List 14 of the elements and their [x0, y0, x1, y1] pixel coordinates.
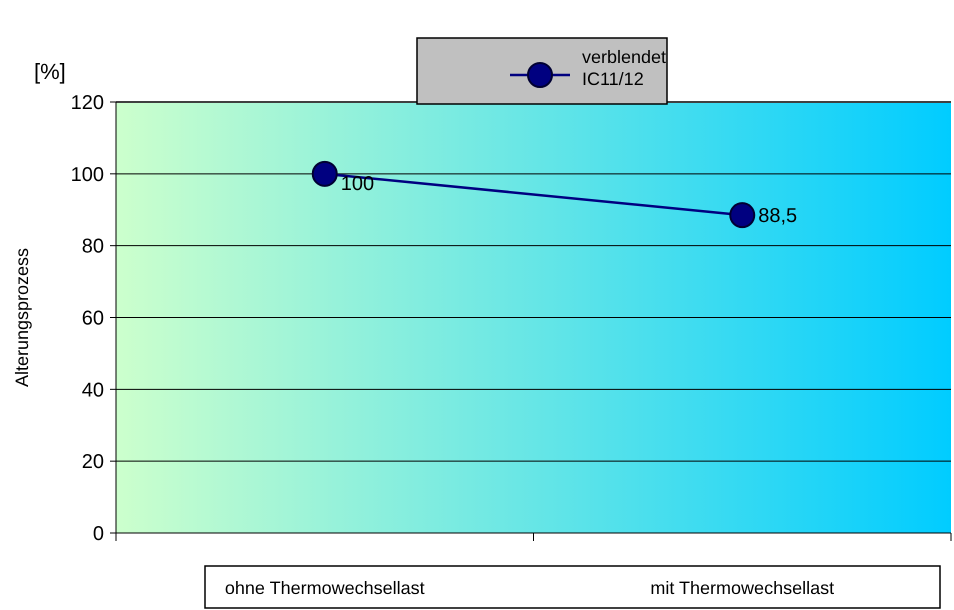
y-tick-label: 80 [82, 236, 104, 258]
y-tick-label: 40 [82, 379, 104, 402]
data-label: 100 [340, 172, 374, 195]
x-tick-label: ohne Thermowechsellast [224, 578, 425, 598]
x-tick-label: mit Thermowechsellast [650, 578, 834, 598]
y-tick-label: 60 [82, 308, 104, 330]
y-tick-label: 120 [70, 92, 104, 114]
y-axis-title: Alterungsprozess [12, 248, 32, 388]
y-tick-label: 20 [82, 451, 104, 474]
data-label: 88,5 [758, 205, 798, 228]
text: [%] [34, 59, 66, 84]
y-tick-label: 0 [92, 523, 104, 545]
legend-label: verblendet IC11/12 [582, 47, 666, 89]
y-tick-label: 100 [70, 164, 104, 186]
